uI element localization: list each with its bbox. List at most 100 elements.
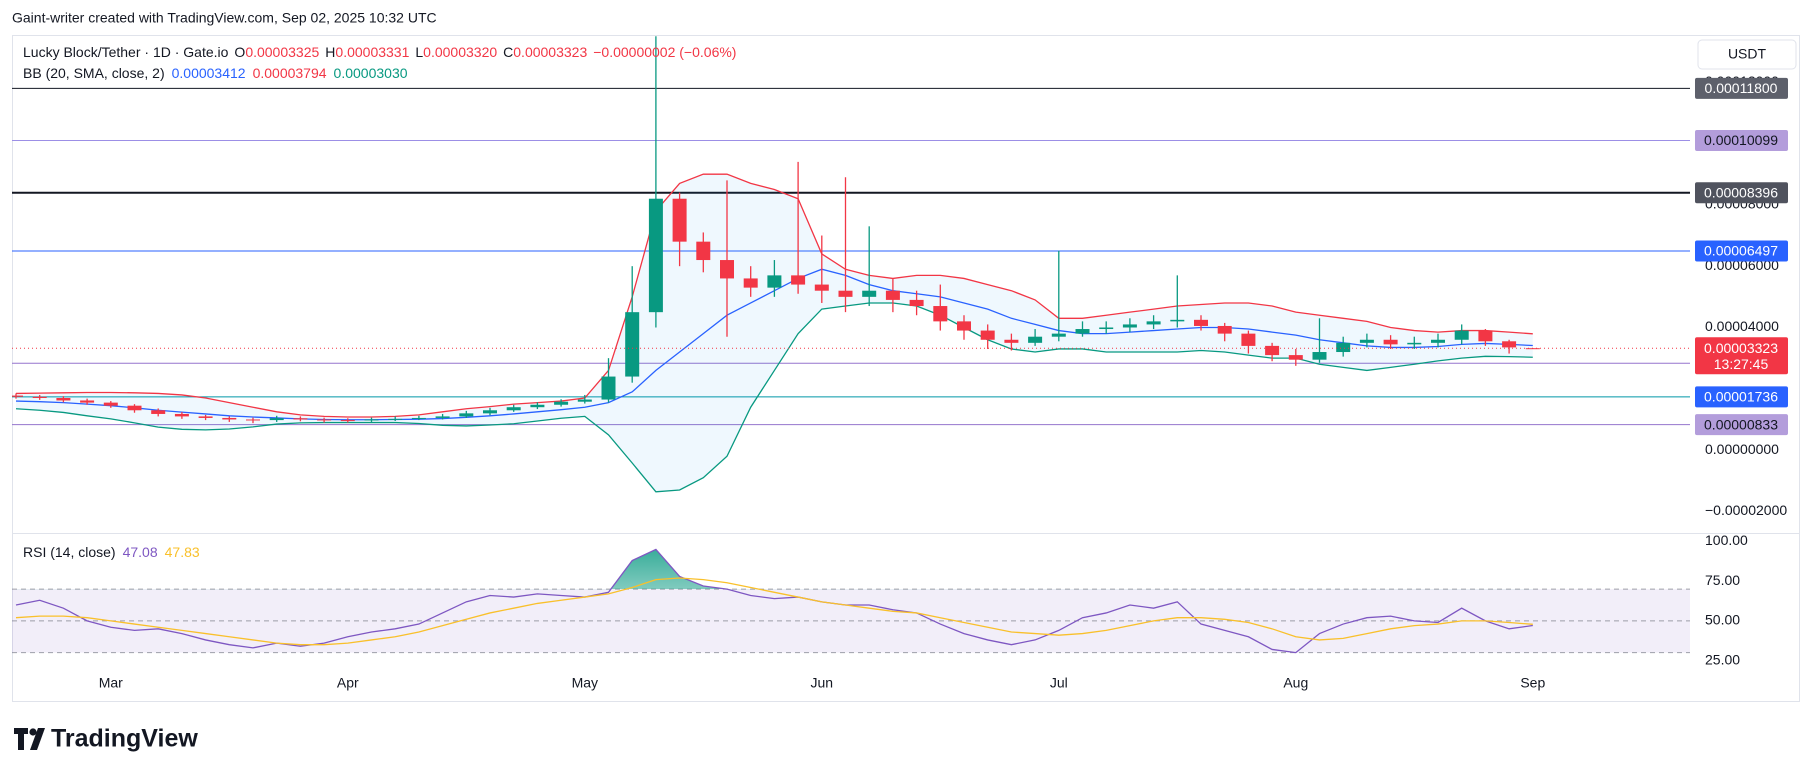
- candle-body: [388, 418, 403, 420]
- level-label: 0.00011800: [1705, 80, 1778, 96]
- bb-lower: [15, 302, 1533, 493]
- bb-value: 0.00003030: [334, 65, 408, 81]
- candle-body: [56, 398, 71, 401]
- ohlc-key: L: [415, 44, 423, 60]
- y-tick-label: 75.00: [1705, 572, 1740, 588]
- x-tick-label: May: [572, 675, 598, 691]
- candle-body: [720, 260, 734, 279]
- candle-body: [174, 413, 189, 417]
- main-pane: [12, 36, 1690, 493]
- change: −0.00000002 (−0.06%): [593, 44, 736, 60]
- level-label: 0.00010099: [1704, 132, 1778, 148]
- candle-body: [506, 407, 521, 411]
- level-label: 0.00000833: [1704, 416, 1778, 432]
- candle-body: [12, 395, 23, 397]
- bb-upper: [15, 173, 1533, 418]
- bb-value: 0.00003412: [172, 65, 246, 81]
- candle-body: [364, 419, 379, 421]
- candle-body: [1383, 339, 1398, 345]
- candle-body: [1217, 325, 1232, 334]
- candle-body: [696, 241, 711, 261]
- candle-body: [103, 402, 118, 406]
- ohlc-value: 0.00003331: [335, 44, 409, 60]
- level-badge: [1695, 182, 1788, 204]
- candle-body: [862, 290, 877, 297]
- candle-body: [1454, 330, 1469, 340]
- candle-body: [269, 418, 284, 421]
- candle-body: [601, 376, 616, 400]
- y-tick-label: 0.00000000: [1705, 441, 1779, 457]
- candle-body: [1099, 327, 1114, 330]
- symbol: Lucky Block/Tether · 1D · Gate.io: [23, 44, 229, 60]
- candle-body: [838, 290, 853, 297]
- candle-body: [32, 396, 47, 399]
- ohlc-key: O: [234, 44, 245, 60]
- candle-body: [340, 420, 355, 422]
- y-tick-label: 50.00: [1705, 612, 1740, 628]
- candle-body: [791, 275, 806, 285]
- candle-body: [1241, 333, 1256, 346]
- candle-body: [1359, 339, 1374, 343]
- y-tick-label: 100.00: [1705, 532, 1748, 548]
- candle-body: [554, 401, 569, 405]
- bb-label: BB (20, SMA, close, 2): [23, 65, 165, 81]
- candle-body: [1051, 333, 1066, 337]
- candle-body: [151, 410, 166, 414]
- bb-value: 0.00003794: [253, 65, 327, 81]
- candle-body: [625, 312, 640, 377]
- candle-body: [1194, 319, 1208, 326]
- candle-body: [957, 321, 971, 331]
- logo: TradingView: [14, 725, 198, 753]
- ohlc-key: H: [325, 44, 335, 60]
- candle-body: [530, 404, 545, 408]
- ohlc-value: 0.00003323: [513, 44, 587, 60]
- candle-body: [1288, 355, 1303, 360]
- chart-frame: [12, 35, 1800, 702]
- candle-body: [1075, 329, 1090, 334]
- header: Gaint-writer created with TradingView.co…: [12, 10, 437, 26]
- candle-body: [459, 413, 474, 417]
- candle-body: [767, 275, 782, 288]
- candle-body: [435, 416, 450, 418]
- x-tick-label: Aug: [1283, 675, 1308, 691]
- logo-mark: [14, 728, 28, 750]
- x-tick-label: Jul: [1050, 675, 1068, 691]
- rsi-legend: RSI (14, close) 47.08 47.83: [23, 544, 200, 560]
- currency-box[interactable]: [1697, 39, 1797, 70]
- countdown: 13:27:45: [1714, 356, 1769, 372]
- candle-body: [80, 400, 95, 403]
- candle-body: [1122, 324, 1137, 328]
- rsi-pane: [12, 548, 1690, 654]
- candle-body: [1431, 339, 1445, 343]
- level-badge: [1695, 77, 1788, 99]
- x-tick-label: Sep: [1520, 675, 1545, 691]
- last-badge: [1695, 337, 1788, 375]
- candle-body: [1336, 342, 1351, 353]
- candle-body: [411, 417, 426, 419]
- currency[interactable]: USDT: [1728, 46, 1767, 62]
- candle-body: [246, 419, 260, 421]
- axes: −0.000020000.000000000.000040000.0000600…: [23, 44, 1788, 691]
- candle-body: [1407, 342, 1422, 345]
- y-tick-label: 0.00004000: [1705, 318, 1779, 334]
- candle-body: [293, 418, 308, 420]
- level-badge: [1695, 130, 1788, 152]
- rsi-title: RSI (14, close): [23, 544, 116, 560]
- bb-legend: BB (20, SMA, close, 2) 0.00003412 0.000037…: [23, 65, 408, 81]
- y-tick-label: −0.00002000: [1705, 502, 1787, 518]
- candle-body: [127, 405, 142, 411]
- logo-mark: [30, 728, 45, 750]
- level-label: 0.00008396: [1704, 184, 1778, 200]
- candle-body: [933, 306, 948, 322]
- level-label: 0.00001736: [1704, 389, 1778, 405]
- candle-body: [577, 399, 592, 402]
- legend: Lucky Block/Tether · 1D · Gate.io O 0.0000…: [23, 44, 736, 60]
- level-badge: [1695, 240, 1788, 262]
- last-price-label: 0.00003323: [1704, 340, 1778, 356]
- level-badge: [1695, 414, 1788, 436]
- candle-body: [1146, 321, 1161, 325]
- bb-fill: [16, 174, 1533, 492]
